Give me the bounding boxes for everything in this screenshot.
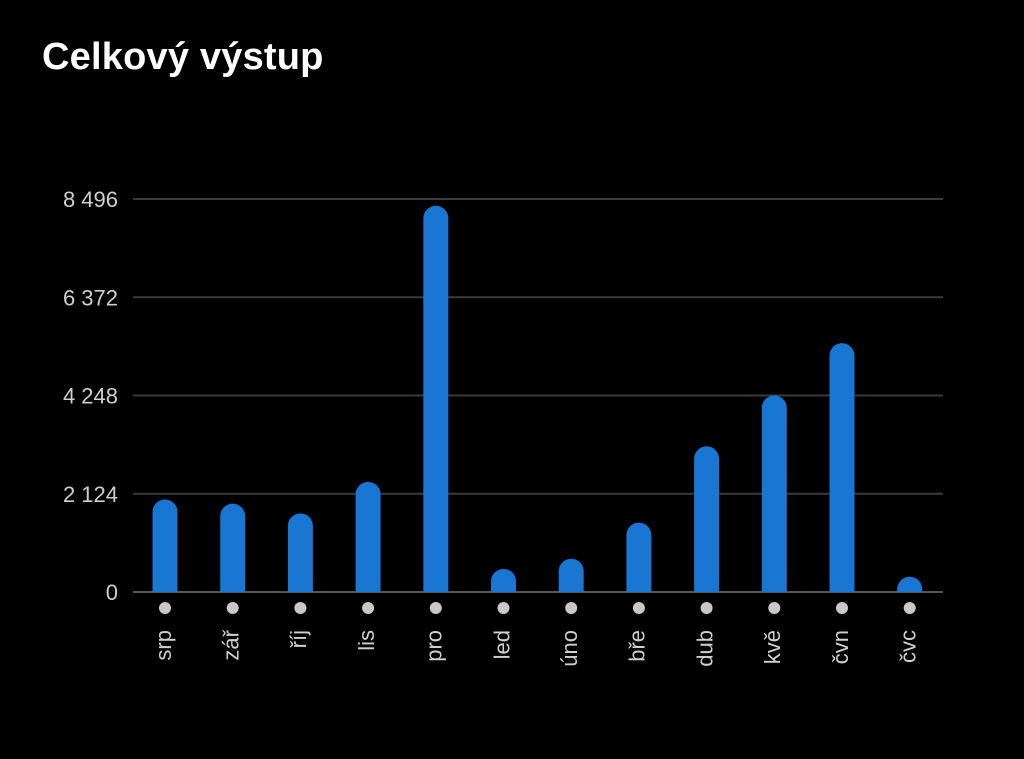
gridlines [133, 198, 943, 593]
category-dot [632, 602, 645, 614]
y-tick-label: 0 [106, 580, 118, 605]
bar-říj[interactable] [287, 513, 313, 592]
bar-lis[interactable] [355, 481, 381, 592]
x-tick-label: čvn [828, 630, 853, 664]
bar-čvn[interactable] [829, 343, 855, 592]
y-tick-label: 8 496 [63, 187, 118, 212]
bar-led[interactable] [491, 568, 516, 592]
category-dot [226, 602, 239, 614]
x-tick-label: pro [422, 630, 447, 662]
bars [152, 205, 923, 592]
category-dot [565, 602, 578, 614]
x-tick-label: úno [557, 630, 582, 667]
x-tick-label: říj [286, 630, 311, 648]
x-tick-label: kvě [760, 630, 785, 664]
chart-title: Celkový výstup [42, 36, 324, 78]
bar-čvc[interactable] [897, 576, 923, 592]
bar-srp[interactable] [152, 499, 178, 592]
y-axis-ticks: 0 2 124 4 248 6 372 8 496 [63, 187, 118, 605]
y-tick-label: 2 124 [63, 482, 118, 507]
x-tick-label: dub [692, 630, 717, 667]
x-tick-label: led [489, 630, 514, 659]
category-dot [429, 602, 442, 614]
category-dot [159, 602, 171, 614]
category-dot [497, 602, 510, 614]
x-tick-label: zář [219, 629, 244, 660]
y-tick-label: 6 372 [63, 285, 118, 310]
bar-pro[interactable] [423, 205, 449, 592]
x-tick-label: lis [354, 630, 379, 651]
category-dot [768, 602, 781, 614]
x-tick-label: čvc [896, 630, 921, 663]
x-tick-label: srp [151, 630, 176, 661]
bar-kvě[interactable] [761, 395, 787, 592]
bar-úno[interactable] [558, 558, 584, 592]
category-dot [294, 602, 307, 614]
category-dots [159, 602, 916, 614]
category-dot [836, 602, 848, 614]
category-dot [700, 602, 713, 614]
x-axis-labels: srp zář říj lis pro led úno bře dub kvě čvn čvc [151, 629, 921, 666]
bar-zář[interactable] [220, 503, 246, 592]
bar-bře[interactable] [626, 522, 652, 592]
x-tick-label: bře [625, 630, 650, 662]
y-tick-label: 4 248 [63, 384, 118, 409]
category-dot [362, 602, 375, 614]
bar-dub[interactable] [694, 446, 720, 592]
category-dot [903, 602, 916, 614]
